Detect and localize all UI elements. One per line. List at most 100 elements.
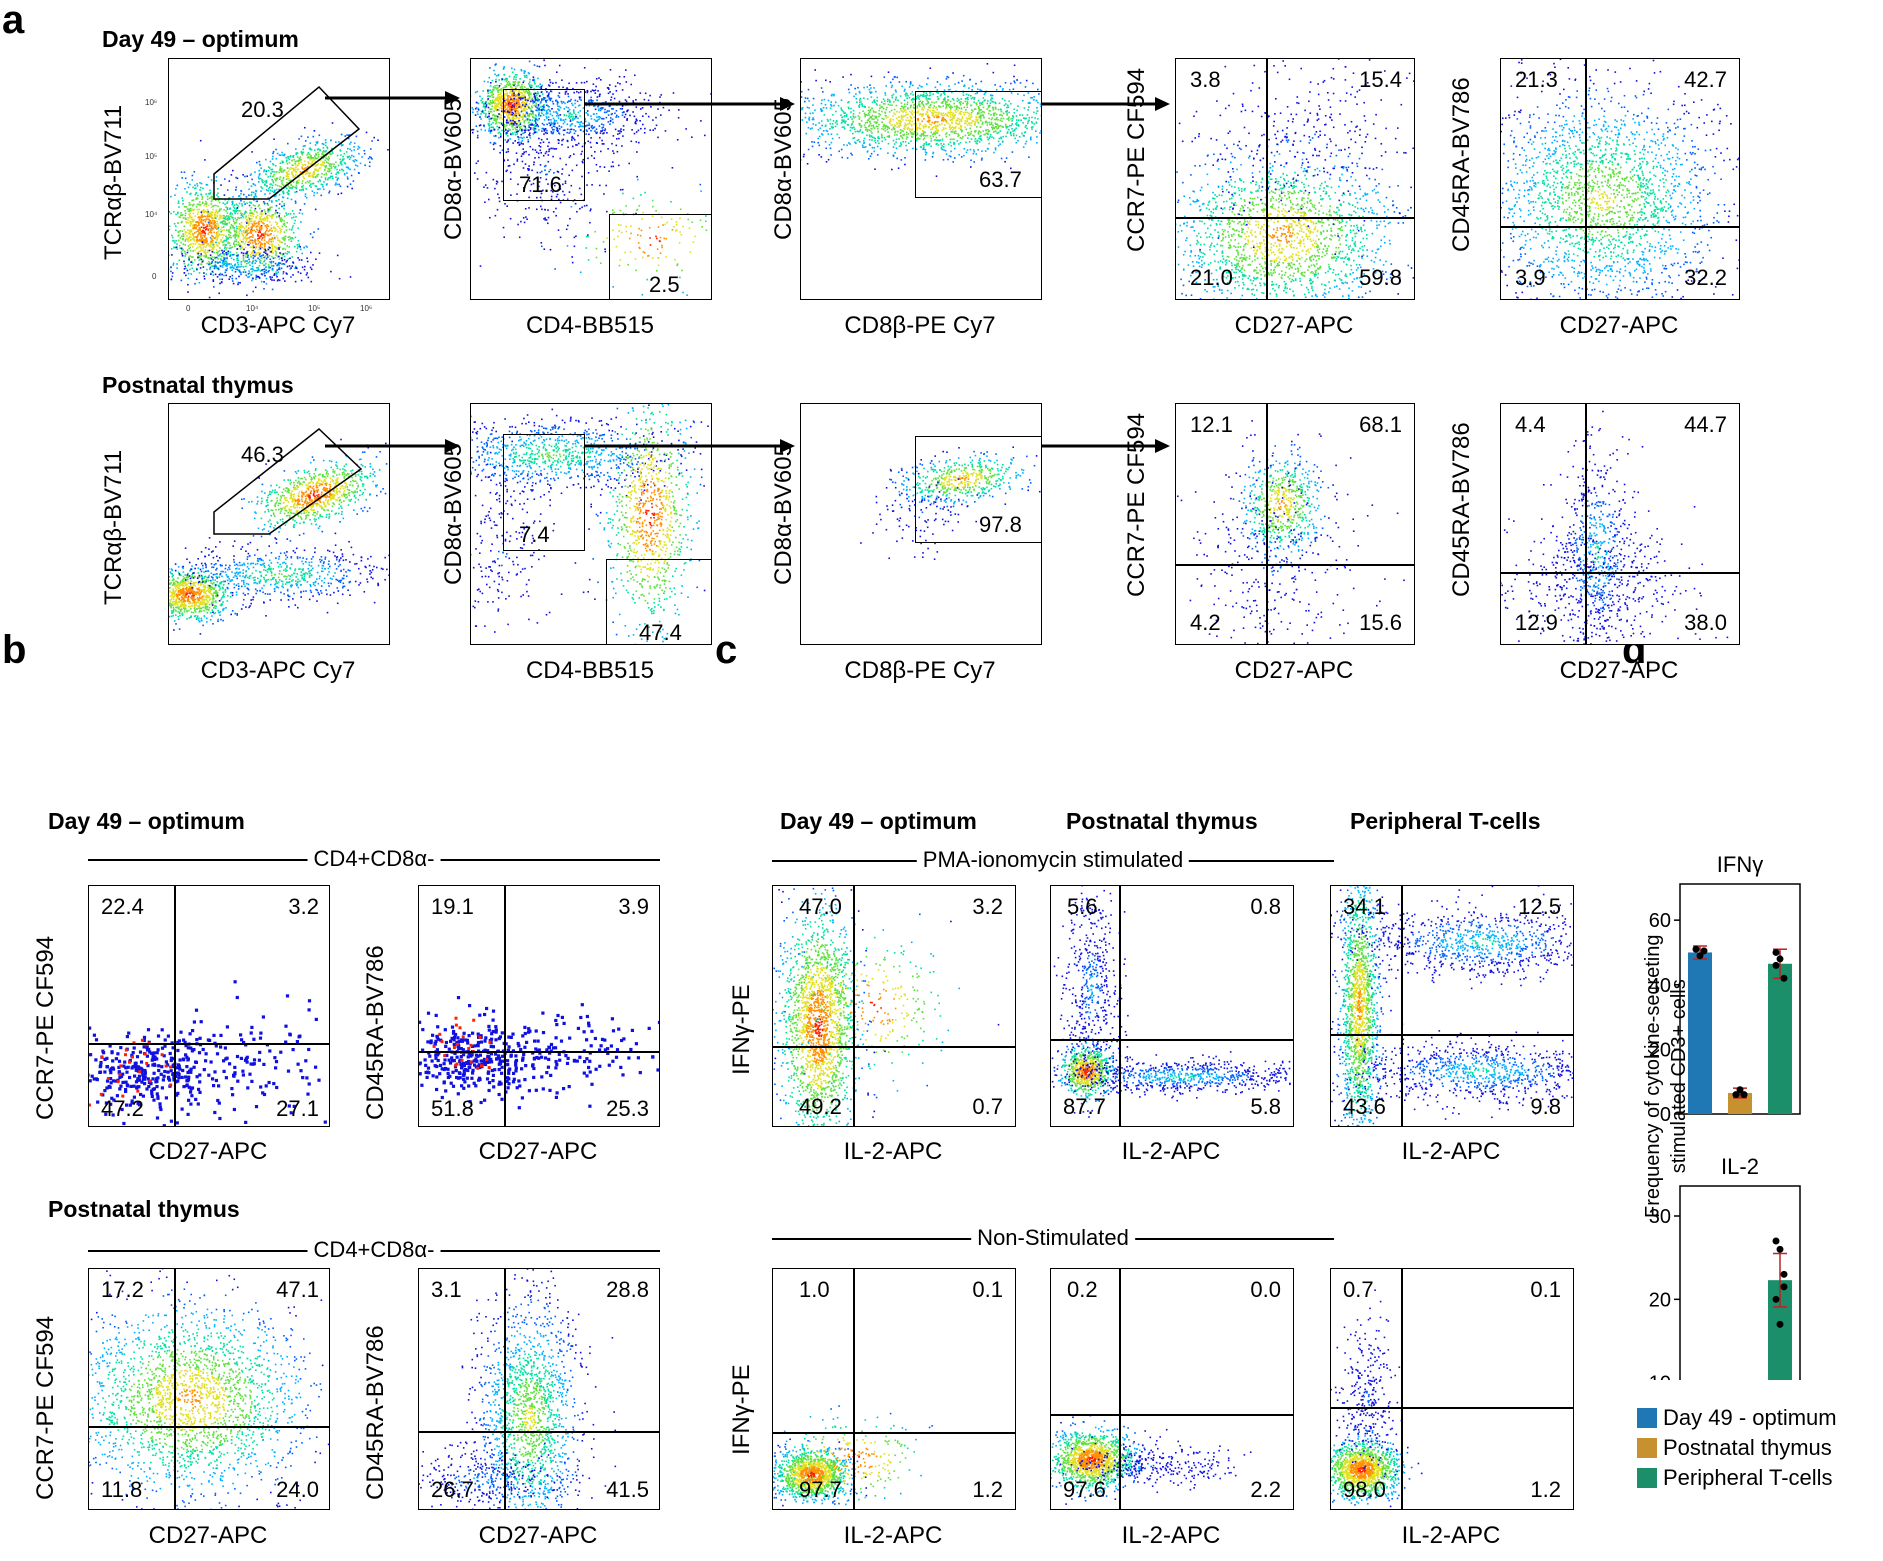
a2-ccr7-ul: 12.1 [1190,414,1233,436]
a2-cd45ra-ul: 4.4 [1515,414,1546,436]
d-ylabel-line1: Frequency of cytokine-secreting [1640,935,1666,1218]
d-chart1-title: IL-2 [1721,1154,1759,1179]
b1-cd45ra-ur: 3.9 [618,896,649,918]
d-chart0-ytick-label-2: 40 [1649,975,1671,997]
a2-cd8-gate-pct: 7.4 [519,524,550,546]
d-legend-swatch-thymus [1637,1438,1657,1458]
c-stim-peripheral-hline [1331,1034,1573,1036]
c-non-thymus-ul: 0.2 [1067,1279,1098,1301]
d-legend-swatch-peripheral [1637,1468,1657,1488]
a1-cd45ra-hline [1501,226,1739,228]
a1-tick-y6: 10⁶ [145,98,157,107]
d-chart1-point-2-1 [1776,1245,1784,1253]
d-chart1-ytick-label-3: 30 [1649,1206,1671,1228]
b1-ccr7-lr: 27.1 [276,1098,319,1120]
b1-cd45ra-plot: 19.1 3.9 51.8 25.3 [418,885,660,1127]
a1-ccr7-lr: 59.8 [1359,267,1402,289]
a2-ylabel-tcr: TCRαβ-BV711 [100,450,128,605]
a1-ylabel-tcr: TCRαβ-BV711 [100,105,128,260]
b2-xlabel-cd27-2: CD27-APC [479,1522,598,1550]
c-non-peripheral-ur: 0.1 [1530,1279,1561,1301]
d-chart0-point-2-2 [1780,974,1788,982]
a1-ccr7-hline [1176,217,1414,219]
a1-cd8b-cloud [801,63,1041,177]
c-stim-xlabel-1: IL-2-APC [844,1138,943,1166]
c-stim-thymus-ul: 5.6 [1067,896,1098,918]
a2-tcr-cloud [169,438,389,635]
a-row1-title: Day 49 – optimum [102,26,299,53]
c-stim-peripheral-ll: 43.6 [1343,1096,1386,1118]
b1-cd45ra-hline [419,1051,659,1053]
c-non-day49-hline [773,1432,1015,1434]
c-non-day49-cloud [773,1405,933,1509]
c-stim-day49-ur: 3.2 [972,896,1003,918]
a2-ccr7-plot: 12.1 68.1 4.2 15.6 [1175,403,1415,645]
b2-ccr7-vline [174,1269,176,1509]
d-legend-label-peripheral: Peripheral T-cells [1663,1465,1833,1490]
a2-xlabel-cd3: CD3-APC Cy7 [201,657,356,685]
b2-ccr7-lr: 24.0 [276,1479,319,1501]
b1-cd45ra-ll: 51.8 [431,1098,474,1120]
c-stim-thymus-hline [1051,1039,1293,1041]
a1-tick-x0: 0 [186,304,190,313]
c-non-day49-vline [853,1269,855,1509]
c-stim-peripheral-vline [1401,886,1403,1126]
a1-ylabel-cd8a-2: CD8α-BV605 [770,98,798,240]
c-stim-peripheral-ul: 34.1 [1343,896,1386,918]
a2-cd8-gate [503,434,585,551]
c-non-peripheral-ll: 98.0 [1343,1479,1386,1501]
a1-cd8b-gate [915,91,1041,198]
a2-ccr7-vline [1266,404,1268,644]
d-chart0-point-1-1 [1736,1086,1744,1094]
d-chart1-point-2-4 [1776,1320,1784,1328]
a2-ylabel-cd8a: CD8α-BV605 [440,443,468,585]
c-non-thymus-plot: 0.2 0.0 97.6 2.2 [1050,1268,1294,1510]
a1-cd45ra-lr: 32.2 [1684,267,1727,289]
d-chart0-point-2-1 [1776,955,1784,963]
c-non-day49-plot: 1.0 0.1 97.7 1.2 [772,1268,1016,1510]
b1-ylabel-cd45ra: CD45RA-BV786 [362,945,390,1120]
a1-xlabel-cd8b: CD8β-PE Cy7 [844,312,995,340]
c-non-thymus-ur: 0.0 [1250,1279,1281,1301]
a2-arrow-3 [1042,439,1170,453]
b1-xlabel-cd27: CD27-APC [149,1138,268,1166]
d-chart0-ytick-label-0: 0 [1660,1104,1671,1126]
a1-xlabel-cd3: CD3-APC Cy7 [201,312,356,340]
a2-cd45ra-ur: 44.7 [1684,414,1727,436]
b1-cd45ra-ul: 19.1 [431,896,474,918]
b1-ccr7-ll: 47.2 [101,1098,144,1120]
c-stim-thymus-ll: 87.7 [1063,1096,1106,1118]
d-chart0-point-0-1 [1696,952,1704,960]
a1-cd45ra-vline [1585,59,1587,299]
c-stim-day49-lr: 0.7 [972,1096,1003,1118]
d-chart1-ytick-label-2: 20 [1649,1289,1671,1311]
a2-cd45ra-cloud [1501,410,1729,644]
a1-cd8-gate [503,89,585,201]
d-chart0-point-0-0 [1692,945,1700,953]
d-chart0-bar-0 [1688,952,1712,1114]
b2-cd45ra-ll: 26.7 [431,1479,474,1501]
b2-ccr7-cloud [89,1269,329,1509]
panel-letter-a: a [2,0,24,40]
b1-ccr7-vline [174,886,176,1126]
a1-tick-y4: 10⁴ [145,210,157,219]
a2-tcr-gate [213,428,363,535]
b1-xlabel-cd27-2: CD27-APC [479,1138,598,1166]
c-stim-thymus-lr: 5.8 [1250,1096,1281,1118]
a1-cd8-cd4-plot: 71.6 2.5 [470,58,712,300]
b2-cd45ra-plot: 3.1 28.8 26.7 41.5 [418,1268,660,1510]
d-legend-label-thymus: Postnatal thymus [1663,1435,1832,1460]
d-ylabel-line2: stimulated CD3+ cells [1666,935,1692,1218]
c-stim-xlabel-2: IL-2-APC [1122,1138,1221,1166]
b2-cd45ra-hline [419,1431,659,1433]
c-stim-peripheral-lr: 9.8 [1530,1096,1561,1118]
b1-cd45ra-cloud [419,996,659,1110]
a1-ccr7-ll: 21.0 [1190,267,1233,289]
a2-ccr7-hline [1176,564,1414,566]
b2-ccr7-ul: 17.2 [101,1279,144,1301]
a2-xlabel-cd4: CD4-BB515 [526,657,654,685]
c-stim-peripheral-cloud [1331,886,1573,1126]
c-stim-day49-vline [853,886,855,1126]
d-chart0-point-1-0 [1732,1091,1740,1099]
